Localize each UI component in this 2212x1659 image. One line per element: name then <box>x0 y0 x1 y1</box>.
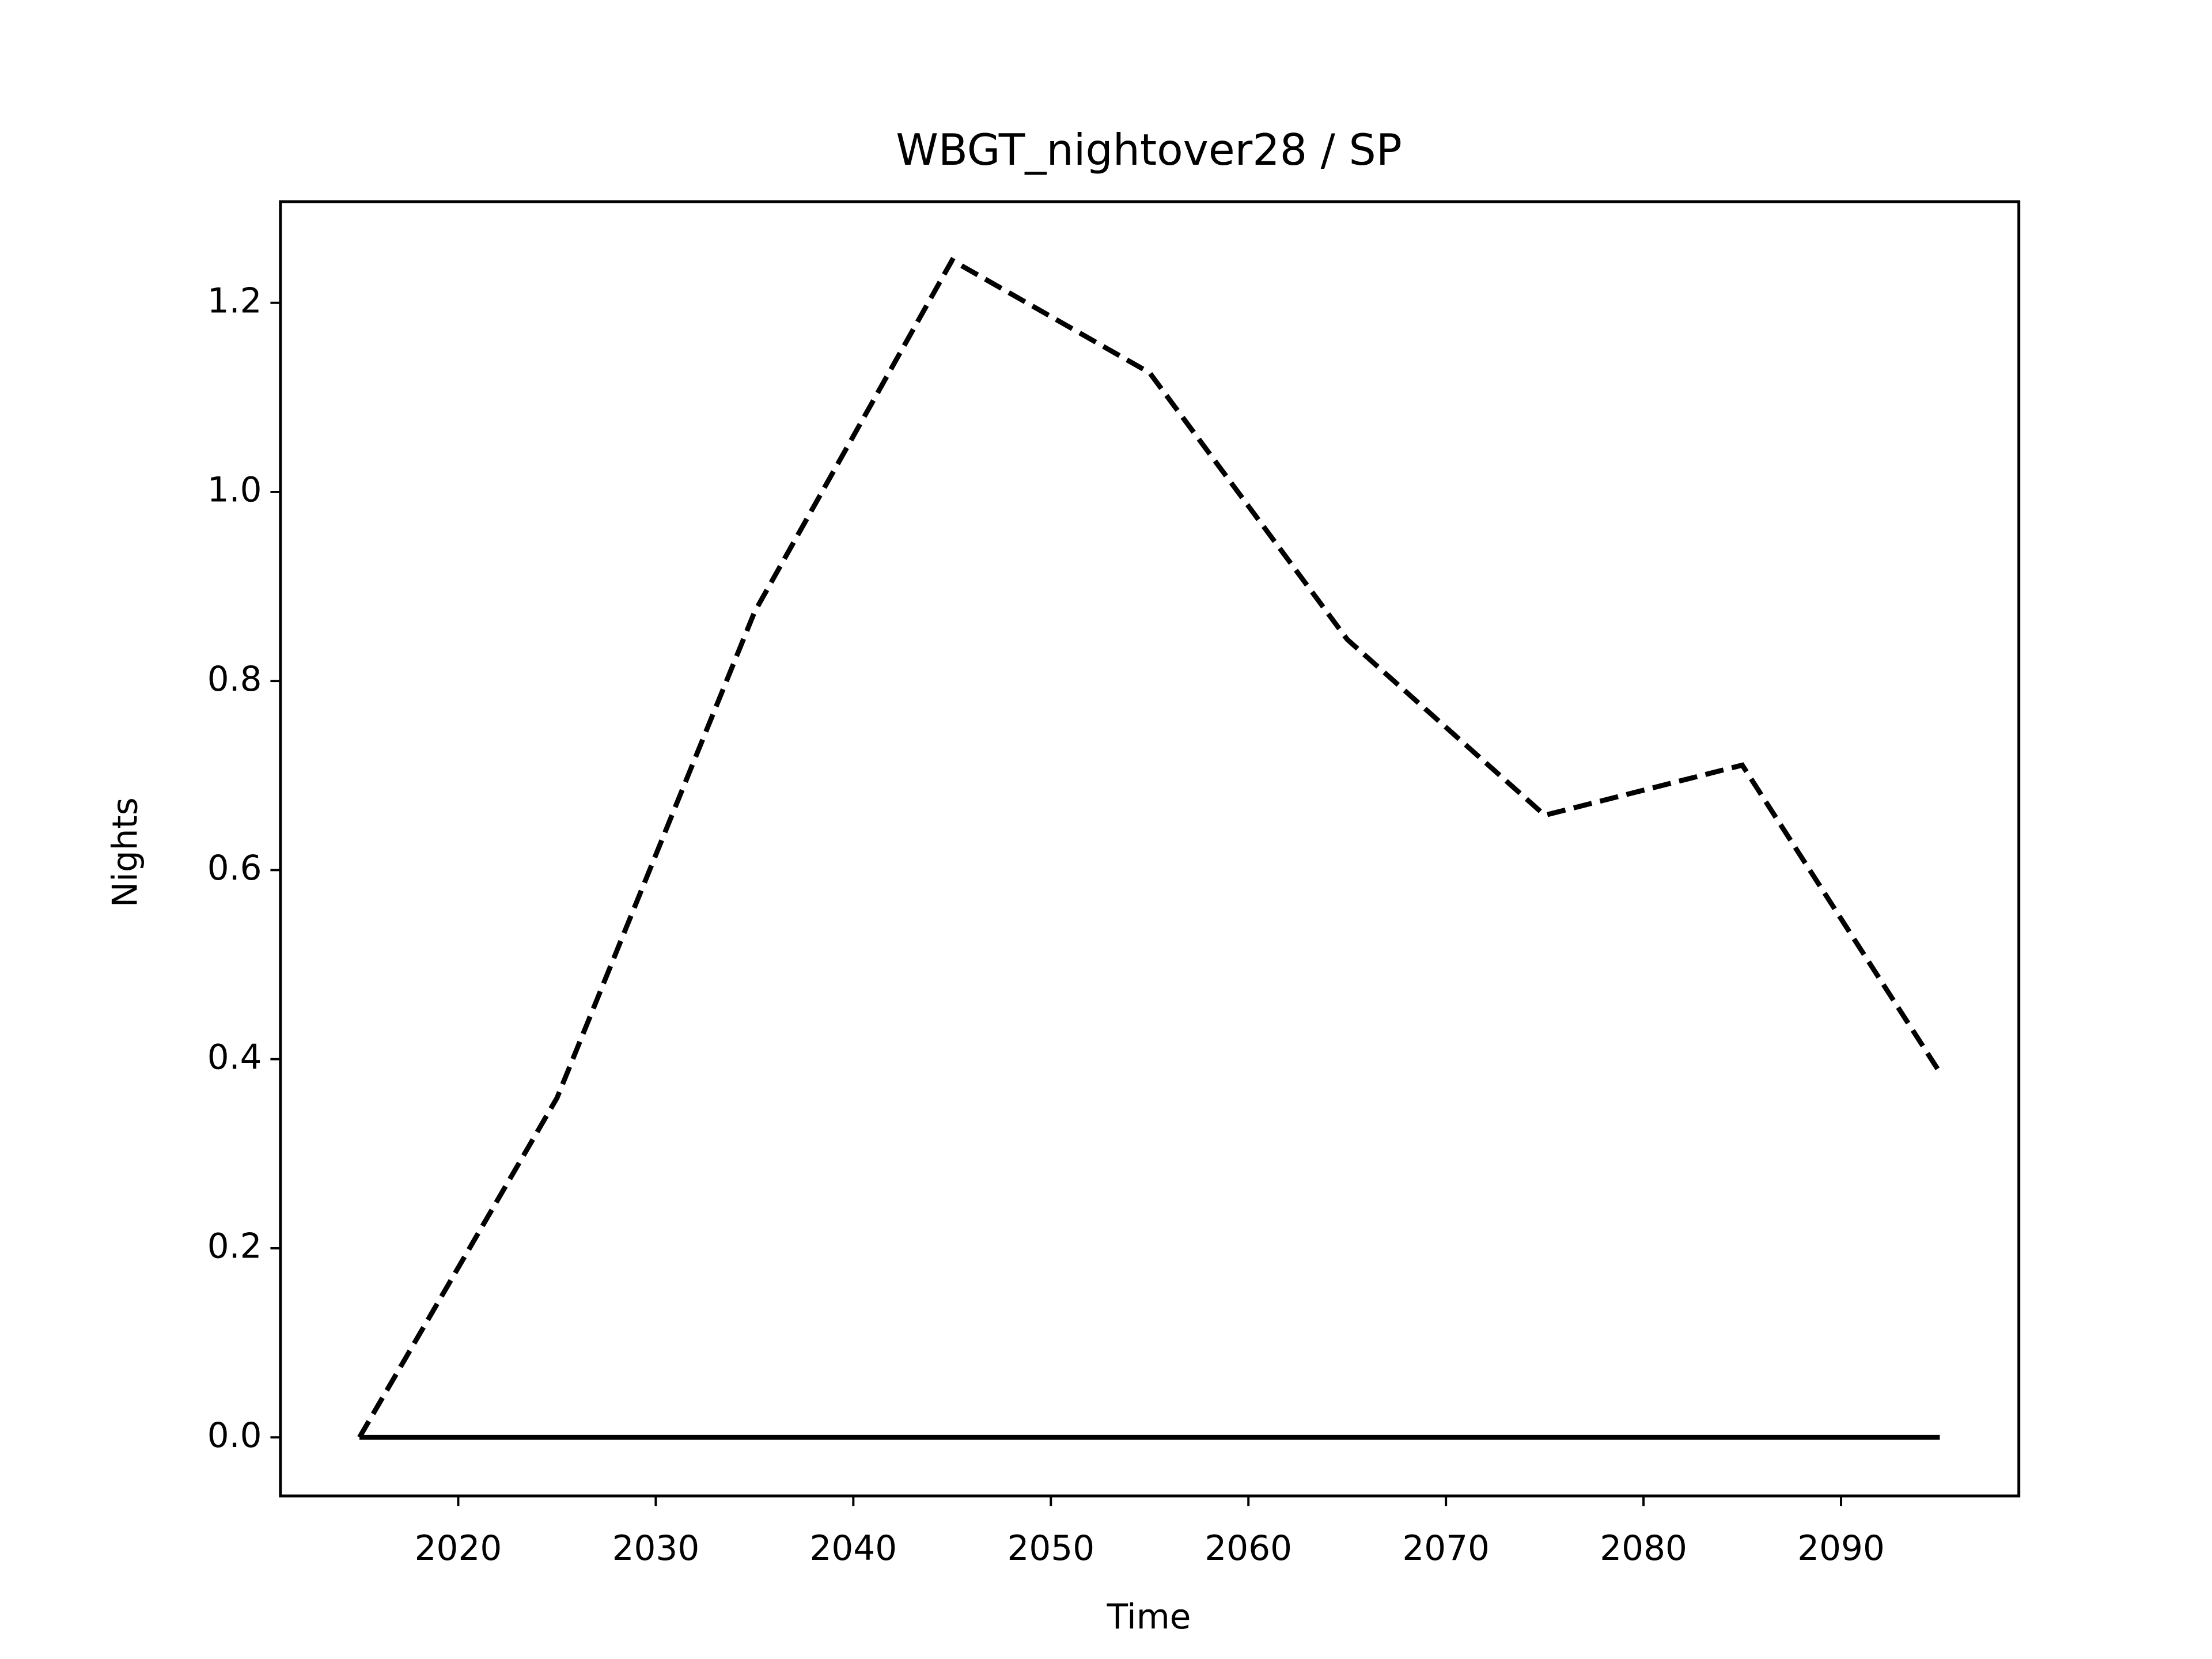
y-tick-label: 1.0 <box>207 471 262 510</box>
x-axis-label: Time <box>1107 1597 1191 1637</box>
x-tick-label: 2090 <box>1797 1529 1885 1569</box>
y-tick-label: 0.4 <box>207 1037 262 1077</box>
line-series <box>357 256 1942 1439</box>
x-tick-label: 2050 <box>1007 1529 1094 1569</box>
x-tick-label: 2080 <box>1600 1529 1687 1569</box>
x-tick-label: 2020 <box>415 1529 502 1569</box>
y-tick-label: 0.8 <box>207 660 262 699</box>
x-tick-label: 2060 <box>1205 1529 1292 1569</box>
chart-title: WBGT_nightover28 / SP <box>896 125 1402 175</box>
y-tick-label: 0.6 <box>207 849 262 888</box>
x-tick-label: 2040 <box>810 1529 897 1569</box>
plot-frame <box>279 200 2021 1498</box>
x-tick-label: 2070 <box>1402 1529 1490 1569</box>
y-tick-label: 0.0 <box>207 1416 262 1456</box>
x-tick-label: 2030 <box>612 1529 700 1569</box>
y-tick-label: 1.2 <box>207 281 262 321</box>
y-axis-label: Nights <box>106 797 146 907</box>
y-tick-label: 0.2 <box>207 1227 262 1267</box>
